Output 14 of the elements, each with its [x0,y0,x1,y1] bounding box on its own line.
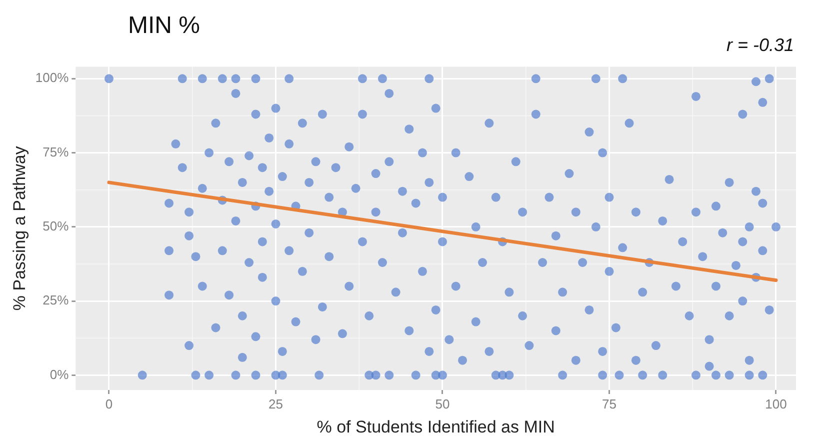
y-axis-title: % Passing a Pathway [10,146,29,311]
text: r = -0.31 [726,35,794,55]
x-tick-label: 75 [602,396,616,412]
x-tick-label: 0 [105,396,113,412]
y-tick-label: 50% [42,218,70,234]
x-axis-title: % of Students Identified as MIN [316,417,555,436]
y-tick-label: 25% [42,292,70,308]
x-tick-label: 50 [435,396,450,412]
y-tick-label: 75% [42,144,70,160]
x-tick-label: 25 [268,396,283,412]
chart-title: MIN % [128,12,200,40]
y-tick-label: 100% [35,70,70,86]
y-tick-label: 0% [50,366,70,382]
x-tick-label: 100 [765,396,787,412]
